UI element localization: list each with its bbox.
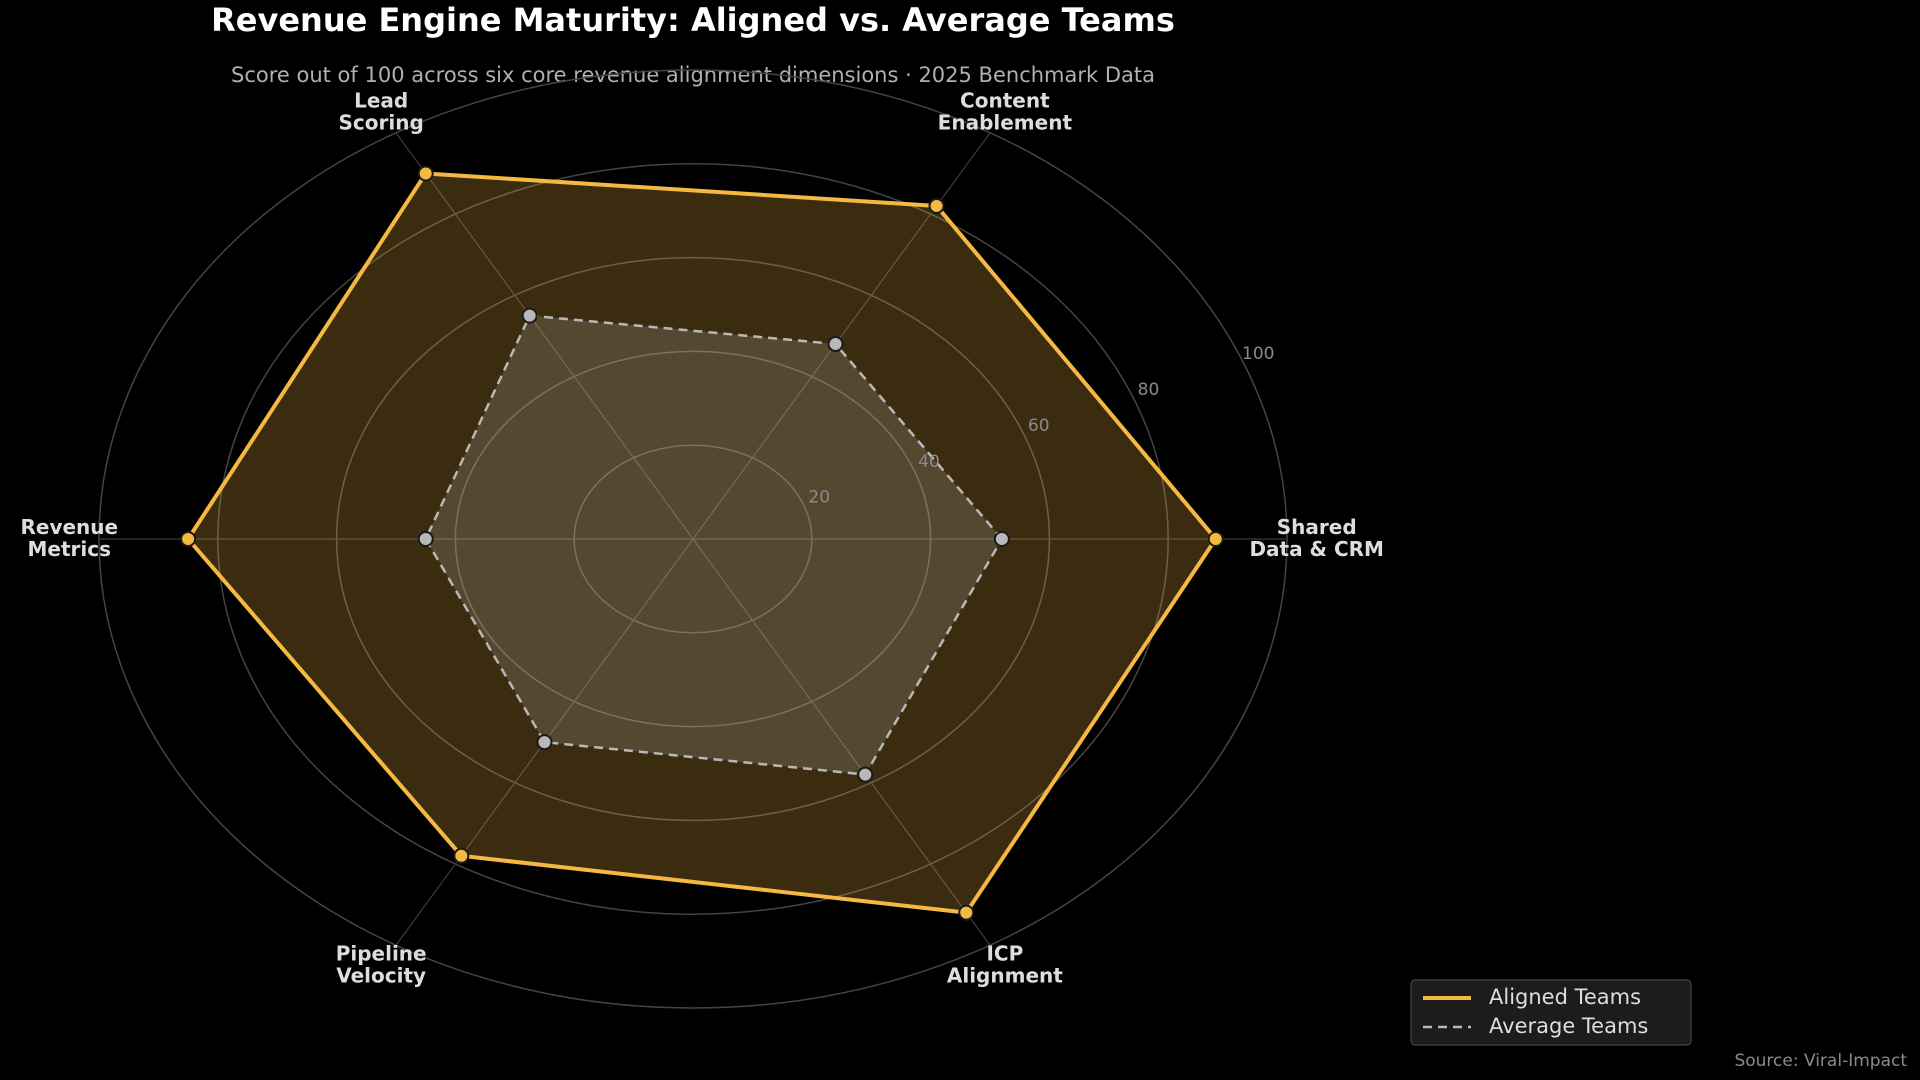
r-tick-label: 60: [1028, 416, 1050, 436]
r-tick-label: 100: [1242, 344, 1274, 364]
data-point: [993, 531, 1010, 547]
spoke: [692, 538, 991, 946]
data-point: [180, 531, 197, 547]
category-label: Shared Data & CRM: [1249, 515, 1384, 561]
series-area: [425, 315, 1002, 775]
data-point: [417, 165, 434, 182]
data-point: [827, 336, 844, 353]
r-tick-label: 20: [808, 488, 830, 508]
source-note: Source: Viral-Impact: [1734, 1051, 1907, 1071]
spoke: [395, 132, 694, 540]
data-point: [928, 197, 945, 214]
chart-subtitle: Score out of 100 across six core revenue…: [231, 63, 1155, 87]
data-point: [857, 766, 874, 783]
data-point: [417, 531, 434, 547]
series-area: [188, 173, 1216, 913]
data-point: [453, 847, 470, 864]
data-point: [1207, 531, 1224, 547]
chart-title: Revenue Engine Maturity: Aligned vs. Ave…: [211, 1, 1175, 39]
legend-box: [1410, 979, 1692, 1046]
r-tick-label: 80: [1138, 380, 1160, 400]
legend-label: Average Teams: [1489, 1014, 1648, 1038]
legend-label: Aligned Teams: [1489, 985, 1641, 1009]
r-tick-label: 40: [918, 452, 940, 472]
category-label: Pipeline Velocity: [336, 941, 427, 987]
category-label: Content Enablement: [938, 88, 1073, 134]
category-label: Revenue Metrics: [20, 515, 118, 561]
data-point: [958, 904, 975, 921]
category-label: Lead Scoring: [339, 88, 424, 134]
data-point: [536, 734, 553, 751]
data-point: [521, 307, 538, 324]
category-label: ICP Alignment: [947, 941, 1063, 987]
